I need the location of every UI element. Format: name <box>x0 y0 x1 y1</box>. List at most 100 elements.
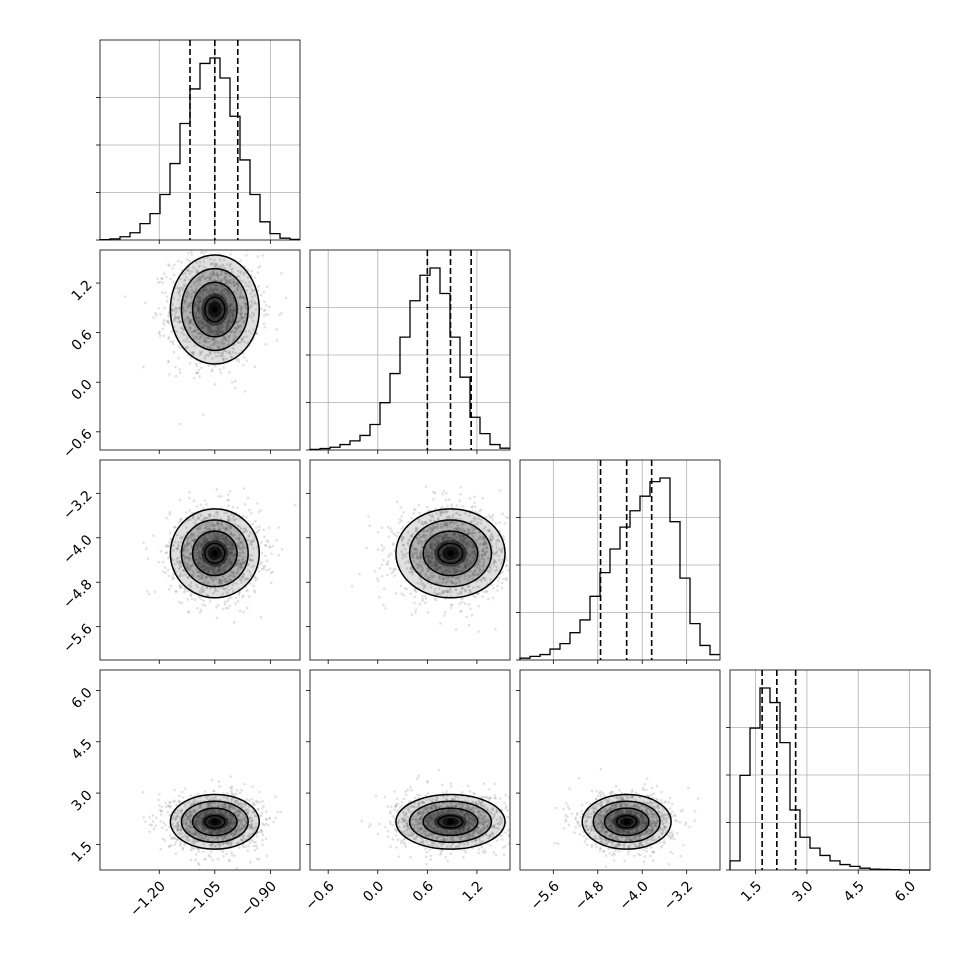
sample-point <box>213 571 216 575</box>
sample-point <box>231 380 234 384</box>
sample-point <box>459 486 462 489</box>
sample-point <box>202 260 206 264</box>
sample-point <box>231 583 235 587</box>
sample-point <box>240 311 243 315</box>
sample-point <box>414 611 417 614</box>
sample-point <box>224 316 227 319</box>
sample-point <box>213 264 217 267</box>
sample-point <box>182 569 186 572</box>
sample-point <box>216 544 219 548</box>
sample-point <box>183 320 187 324</box>
sample-point <box>178 289 182 292</box>
sample-point <box>163 306 166 310</box>
sample-point <box>198 556 202 560</box>
sample-point <box>230 278 233 282</box>
sample-point <box>224 298 227 302</box>
sample-point <box>191 533 194 536</box>
sample-point <box>179 326 183 330</box>
sample-point <box>454 628 458 631</box>
sample-point <box>163 566 167 569</box>
sample-point <box>172 350 176 354</box>
sample-point <box>225 537 228 540</box>
sample-point <box>380 563 384 566</box>
sample-point <box>245 529 249 533</box>
sample-point <box>199 311 202 314</box>
sample-point <box>186 555 190 559</box>
sample-point <box>233 552 237 556</box>
sample-point <box>174 311 177 315</box>
sample-point <box>200 313 203 317</box>
sample-point <box>186 316 189 319</box>
sample-point <box>204 250 208 254</box>
sample-point <box>245 307 248 311</box>
sample-point <box>178 560 181 563</box>
sample-point <box>227 498 231 502</box>
sample-point <box>179 561 182 565</box>
sample-point <box>236 289 239 292</box>
sample-point <box>225 310 228 313</box>
sample-point <box>470 505 473 509</box>
sample-point <box>209 317 213 320</box>
sample-point <box>153 590 157 594</box>
sample-point <box>233 308 236 312</box>
sample-point <box>204 576 208 579</box>
sample-point <box>202 265 206 269</box>
sample-point <box>152 534 155 537</box>
sample-point <box>178 321 181 324</box>
sample-point <box>221 326 224 329</box>
sample-point <box>245 577 249 580</box>
sample-point <box>228 316 232 319</box>
scatter-panel-1-0 <box>96 249 301 454</box>
sample-point <box>233 283 236 287</box>
sample-point <box>217 326 220 330</box>
sample-point <box>184 309 188 312</box>
sample-point <box>226 321 229 325</box>
sample-point <box>195 371 199 375</box>
sample-point <box>233 386 237 390</box>
sample-point <box>230 551 233 555</box>
sample-point <box>410 613 414 617</box>
sample-point <box>245 359 249 362</box>
sample-point <box>199 541 202 545</box>
sample-point <box>278 313 281 316</box>
sample-point <box>231 311 235 315</box>
sample-point <box>228 305 231 309</box>
sample-point <box>192 334 195 338</box>
sample-point <box>239 578 243 581</box>
sample-point <box>241 595 244 599</box>
sample-point <box>253 365 257 369</box>
sample-point <box>194 316 197 319</box>
sample-point <box>195 270 199 274</box>
sample-point <box>214 293 217 297</box>
sample-point <box>228 524 232 527</box>
sample-point <box>212 343 215 347</box>
sample-point <box>211 858 214 862</box>
sample-point <box>227 292 230 296</box>
sample-point <box>229 560 233 564</box>
sample-point <box>227 311 230 314</box>
sample-point <box>224 328 228 332</box>
scatter-content <box>123 250 288 426</box>
sample-point <box>446 504 449 508</box>
sample-point <box>219 292 223 295</box>
sample-point <box>228 304 232 308</box>
sample-point <box>223 278 226 281</box>
sample-point <box>206 353 209 357</box>
sample-point <box>220 523 223 527</box>
sample-point <box>177 291 180 294</box>
sample-point <box>232 290 236 294</box>
sample-point <box>216 332 220 336</box>
sample-point <box>238 296 242 299</box>
sample-point <box>218 582 222 585</box>
sample-point <box>236 561 239 564</box>
sample-point <box>212 330 215 333</box>
sample-point <box>228 311 232 314</box>
sample-point <box>228 320 231 324</box>
sample-point <box>241 594 245 597</box>
sample-point <box>186 566 189 570</box>
sample-point <box>239 291 243 294</box>
sample-point <box>251 785 254 788</box>
sample-point <box>197 850 200 853</box>
sample-point <box>203 317 206 321</box>
sample-point <box>242 560 245 564</box>
